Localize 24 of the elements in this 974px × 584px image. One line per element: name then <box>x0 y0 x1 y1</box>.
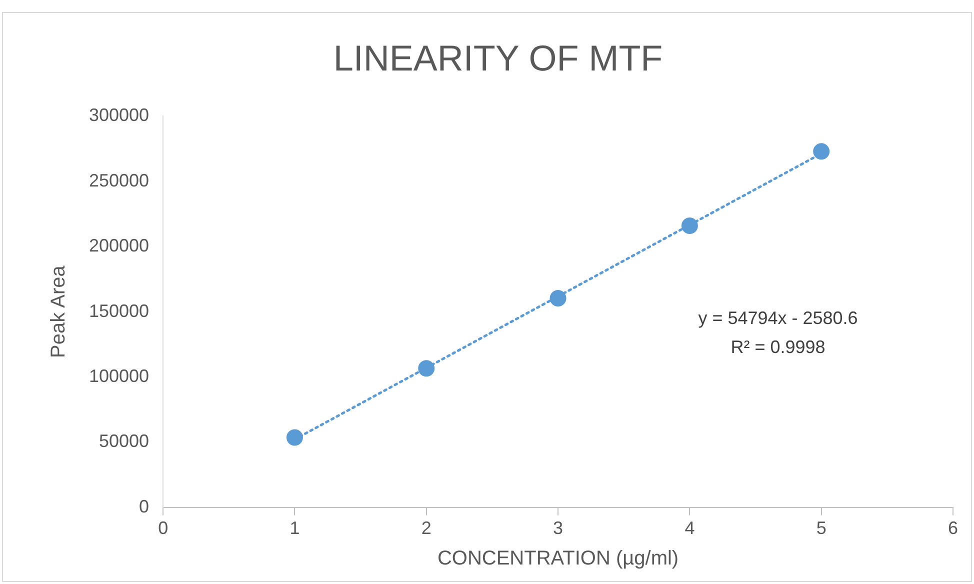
y-tick-label: 150000 <box>88 300 150 321</box>
point <box>681 217 698 234</box>
x-tick-label: 1 <box>290 518 300 538</box>
annotation: R² = 0.9998 <box>730 337 826 358</box>
x-tick-label: 2 <box>421 518 432 538</box>
chart-title: LINEARITY OF MTF <box>333 38 663 79</box>
x-tick-label: 4 <box>684 518 695 538</box>
y-tick-label: 0 <box>139 496 150 516</box>
y-tick-label: 300000 <box>88 105 150 126</box>
point <box>418 360 435 377</box>
y-tick-label: 250000 <box>88 170 150 190</box>
y-axis-title: Peak Area <box>48 264 70 358</box>
annotation: y = 54794x - 2580.6 <box>698 308 858 328</box>
point <box>550 290 566 306</box>
x-tick-label: 6 <box>948 518 958 538</box>
x-tick-label: 3 <box>553 518 564 538</box>
point <box>286 429 303 446</box>
x-tick-label: 0 <box>158 518 168 538</box>
x-axis-title: CONCENTRATION (µg/ml) <box>437 548 679 570</box>
y-tick-label: 100000 <box>88 366 150 386</box>
x-tick-label: 5 <box>816 518 826 538</box>
y-tick-label: 50000 <box>99 431 150 452</box>
y-tick-label: 200000 <box>88 236 150 256</box>
point <box>813 143 830 160</box>
